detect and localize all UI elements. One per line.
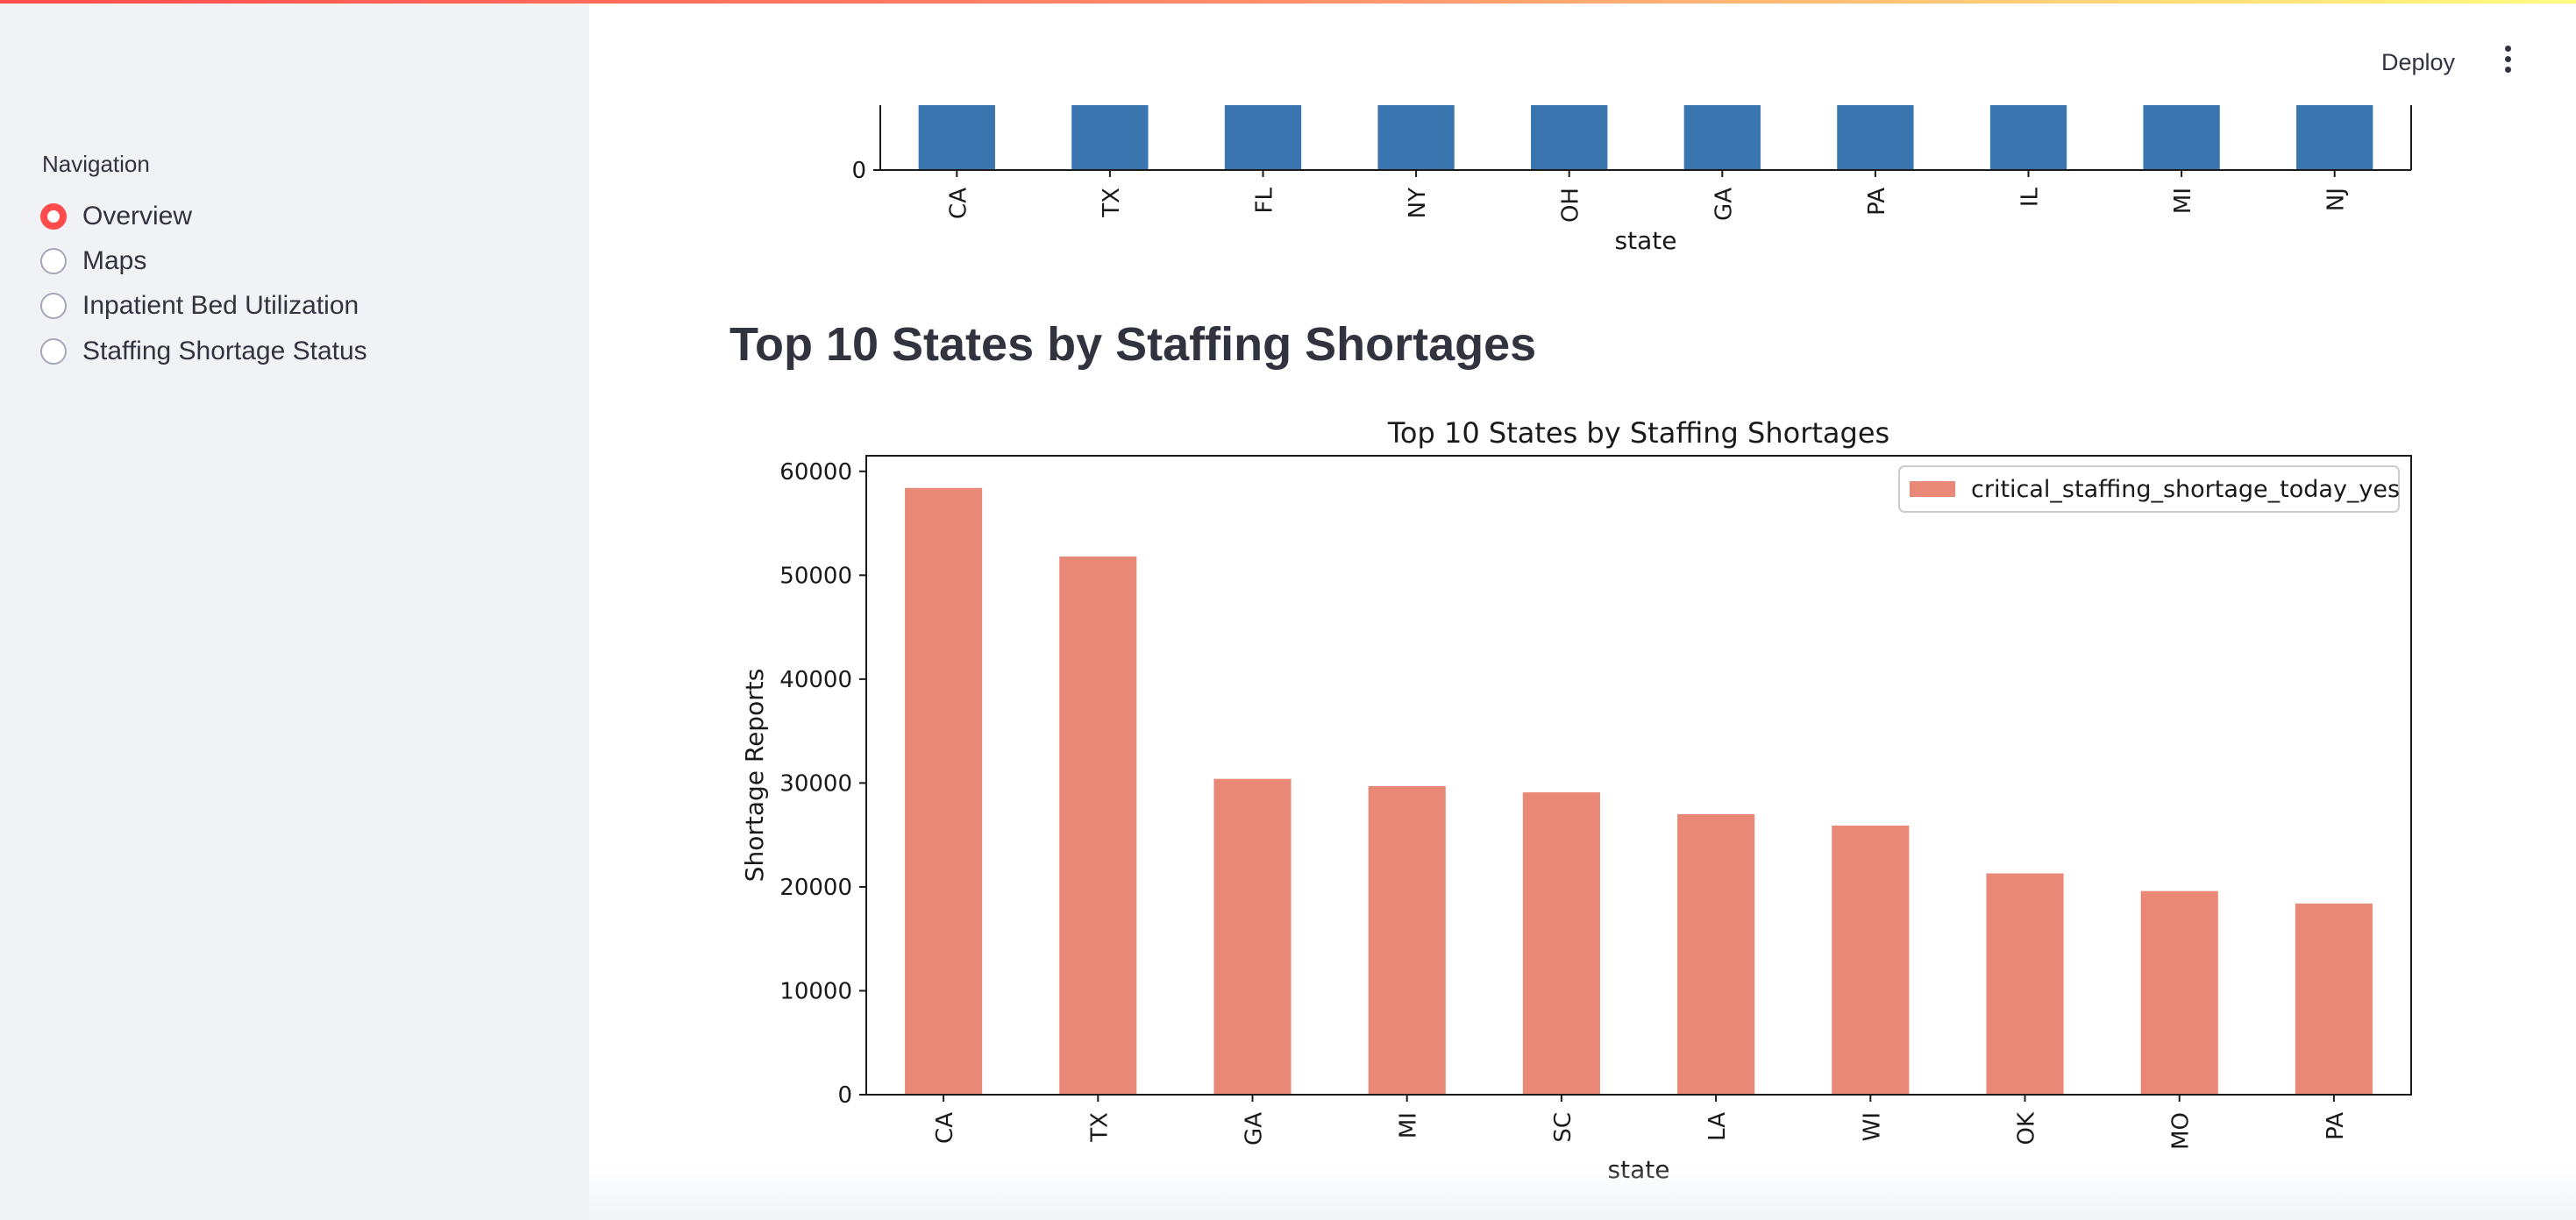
y-tick-label: 0 [837,1082,852,1109]
x-tick-label: FL [1252,187,1278,213]
deploy-button[interactable]: Deploy [2381,49,2456,75]
bar [1224,105,1302,170]
bar [1213,778,1292,1095]
y-tick-label: 50000 [779,563,852,589]
bar [1837,105,1914,170]
bar [1059,556,1137,1095]
bar [1683,105,1761,170]
x-tick-label: MI [2170,188,2196,214]
x-tick-label: NJ [2323,188,2350,211]
radio-icon[interactable] [40,338,67,365]
y-tick-label: 30000 [779,770,852,797]
legend-box [1898,465,2400,513]
bar [1368,785,1446,1095]
x-tick-label: OK [2014,1111,2040,1145]
bar [2296,105,2373,170]
x-tick-label: WI [1859,1112,1885,1141]
x-tick-label: SC [1550,1112,1576,1143]
bar [1986,873,2064,1095]
x-tick-label: CA [932,1112,958,1144]
bar [1531,105,1608,170]
bar [905,487,983,1095]
bar [1071,105,1149,170]
y-tick-label: 40000 [779,667,852,693]
bar [1522,792,1600,1095]
y-tick-label: 60000 [779,459,852,486]
bar [1989,105,2067,170]
bottom-fade [589,1164,2576,1220]
x-tick-label: OH [1558,188,1584,223]
legend-swatch [1910,481,1955,497]
radio-selected-icon[interactable] [40,203,67,230]
bar [2295,903,2373,1095]
bar [2140,890,2218,1095]
x-tick-label: TX [1099,188,1125,218]
x-tick-label: TX [1086,1112,1113,1143]
x-tick-label: PA [2323,1112,2349,1140]
nav-option-label: Staffing Shortage Status [82,337,367,365]
bar [2143,105,2220,170]
nav-option-label: Overview [82,202,193,231]
x-tick-label: NY [1405,188,1431,218]
chart-top-partial: CA TX FL NY OH GA PA IL MI NJ 0 state [851,105,2412,255]
y-tick-label: 10000 [779,978,852,1004]
y-tick-label: 20000 [779,875,852,901]
nav-title: Navigation [42,151,150,177]
x-tick-label: MO [2168,1112,2195,1150]
nav-option-maps[interactable]: Maps [40,246,146,276]
y-tick-label: 0 [851,158,866,184]
plot-frame [865,455,2412,1096]
x-tick-label: IL [2017,187,2044,207]
legend-label: critical_staffing_shortage_today_yes [1971,476,2400,503]
bar [918,105,995,170]
nav-option-label: Maps [82,246,147,275]
x-tick-label: PA [1864,188,1890,216]
nav-option-staffing-shortage-status[interactable]: Staffing Shortage Status [40,337,367,366]
bar [1677,813,1755,1095]
bar [1832,825,1910,1095]
section-heading: Top 10 States by Staffing Shortages [729,318,1537,371]
chart-title: Top 10 States by Staffing Shortages [1387,416,1889,450]
kebab-menu-icon[interactable] [2497,46,2518,81]
bar [1377,105,1455,170]
x-tick-label: LA [1704,1112,1731,1141]
nav-option-label: Inpatient Bed Utilization [82,291,359,320]
nav-option-inpatient-bed-utilization[interactable]: Inpatient Bed Utilization [40,291,359,321]
nav-option-overview[interactable]: Overview [40,202,192,231]
radio-icon[interactable] [40,248,67,274]
radio-icon[interactable] [40,293,67,319]
y-axis-label: Shortage Reports [740,669,769,883]
top-accent-bar [0,0,2576,4]
x-axis-label: state [1615,226,1677,255]
x-tick-label: MI [1396,1112,1422,1138]
x-tick-label: CA [945,188,971,219]
sidebar: Navigation Overview Maps Inpatient Bed U… [0,4,589,1220]
x-tick-label: GA [1711,188,1737,221]
x-tick-label: GA [1242,1112,1268,1146]
